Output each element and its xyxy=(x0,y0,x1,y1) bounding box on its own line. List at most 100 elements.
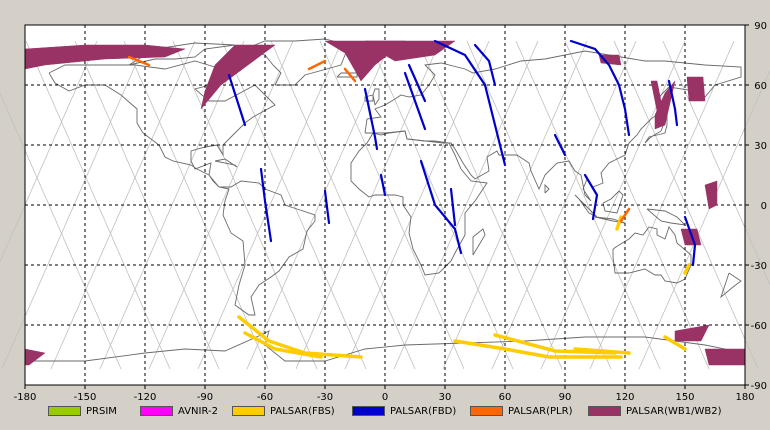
lon-label-10: 120 xyxy=(615,392,634,400)
coastline-16 xyxy=(544,183,550,194)
legend-item-palsar-fbs: PALSAR(FBS) xyxy=(232,404,335,418)
swath-fbd-4 xyxy=(379,173,387,197)
coastline-10 xyxy=(644,114,668,144)
legend-label-palsar-fbd: PALSAR(FBD) xyxy=(390,405,457,417)
swath-wb-7 xyxy=(650,80,666,122)
swath-wb-11 xyxy=(704,348,746,366)
observation-swaths xyxy=(24,39,746,366)
swath-fbd-7 xyxy=(419,159,463,255)
world-coverage-map: -180 -150 -120 -90 -60 -30 0 30 60 90 120 150 180 90… xyxy=(0,21,770,403)
swath-fbd-13 xyxy=(583,173,599,221)
legend-swatch-palsar-fbs xyxy=(232,406,265,416)
legend-item-avnir2: AVNIR-2 xyxy=(140,404,218,418)
legend-item-prism: PRSIM xyxy=(48,404,117,418)
swath-wb-1 xyxy=(200,44,276,110)
swath-fbs-0 xyxy=(237,315,363,359)
swath-fbd-11 xyxy=(569,39,631,137)
coastline-8 xyxy=(602,190,624,214)
swath-wb-8 xyxy=(704,180,718,210)
legend-label-palsar-fbs: PALSAR(FBS) xyxy=(270,405,335,417)
swath-fbd-6 xyxy=(407,63,427,103)
swath-fbs-3 xyxy=(493,333,617,355)
legend-label-avnir2: AVNIR-2 xyxy=(178,405,218,417)
lat-label-0: 90 xyxy=(754,21,767,32)
swath-fbs-4 xyxy=(573,347,631,355)
coastline-3 xyxy=(612,226,692,284)
orbit-track-desc-10 xyxy=(466,40,612,370)
legend-label-prism: PRSIM xyxy=(86,405,117,417)
swath-fbd-2 xyxy=(323,189,331,225)
legend-item-palsar-plr: PALSAR(PLR) xyxy=(470,404,572,418)
swath-fbd-14 xyxy=(667,79,679,127)
lat-label-5: -60 xyxy=(751,321,767,332)
legend-swatch-prism xyxy=(48,406,81,416)
swath-fbd-3 xyxy=(363,87,379,151)
swath-wb-10 xyxy=(674,324,710,342)
coastline-2 xyxy=(350,130,488,276)
swath-fbs-6 xyxy=(615,215,623,231)
coastline-12 xyxy=(364,94,374,102)
axis-ticks xyxy=(24,24,749,389)
swath-fbs-7 xyxy=(683,263,691,275)
legend-item-palsar-fbd: PALSAR(FBD) xyxy=(352,404,456,418)
swath-fbd-9 xyxy=(433,39,507,167)
swath-fbd-0 xyxy=(227,73,247,127)
swath-fbd-1 xyxy=(259,167,273,243)
lon-label-11: 150 xyxy=(675,392,694,400)
orbit-track-desc-11 xyxy=(515,40,661,370)
swath-fbs-1 xyxy=(243,331,323,359)
legend-item-palsar-wb: PALSAR(WB1/WB2) xyxy=(588,404,722,418)
orbit-track-11 xyxy=(491,40,637,370)
orbit-track-10 xyxy=(442,40,588,370)
lon-label-3: -90 xyxy=(197,392,213,400)
lon-label-7: 30 xyxy=(439,392,452,400)
swath-plr-0 xyxy=(127,55,151,67)
orbit-track-4 xyxy=(148,40,294,370)
swath-fbd-10 xyxy=(473,43,497,87)
lon-label-9: 90 xyxy=(559,392,572,400)
legend-swatch-palsar-fbd xyxy=(352,406,385,416)
swath-wb-5 xyxy=(598,54,622,66)
legend-swatch-palsar-wb xyxy=(588,406,621,416)
lat-lon-grid xyxy=(25,25,745,385)
legend-label-palsar-wb: PALSAR(WB1/WB2) xyxy=(626,405,722,417)
coastline-15 xyxy=(720,272,742,299)
lon-label-4: -60 xyxy=(257,392,273,400)
swath-wb-3 xyxy=(364,40,456,62)
longitude-labels: -180 -150 -120 -90 -60 -30 0 30 60 90 120 150 180 xyxy=(14,392,755,403)
swath-wb-6 xyxy=(686,76,706,102)
legend: PRSIM AVNIR-2 PALSAR(FBS) PALSAR(FBD) PA… xyxy=(0,400,770,422)
lon-label-1: -150 xyxy=(74,392,97,400)
orbit-track-desc-4 xyxy=(172,40,318,370)
coastline-0 xyxy=(48,60,316,316)
orbit-track-5 xyxy=(197,40,343,370)
lat-label-4: -30 xyxy=(751,261,767,272)
swath-fbd-8 xyxy=(449,187,457,227)
legend-label-palsar-plr: PALSAR(PLR) xyxy=(508,405,573,417)
lon-label-0: -180 xyxy=(14,392,37,400)
swath-plr-3 xyxy=(619,207,631,223)
swath-plr-1 xyxy=(307,59,327,71)
coastline-4 xyxy=(243,38,350,86)
swath-fbs-2 xyxy=(453,339,623,359)
lat-label-3: 0 xyxy=(761,201,767,212)
swath-fbs-5 xyxy=(663,335,687,351)
swath-fbd-12 xyxy=(553,133,567,157)
lon-label-5: -30 xyxy=(317,392,333,400)
coastline-1 xyxy=(364,50,742,202)
lat-label-6: -90 xyxy=(751,381,767,392)
legend-swatch-avnir2 xyxy=(140,406,173,416)
lat-label-1: 60 xyxy=(754,81,767,92)
lon-label-6: 0 xyxy=(382,392,388,400)
swath-fbd-5 xyxy=(403,71,427,131)
lon-label-12: 180 xyxy=(735,392,754,400)
lon-label-8: 60 xyxy=(499,392,512,400)
lon-label-2: -120 xyxy=(134,392,157,400)
latitude-labels: 90 60 30 0 -30 -60 -90 xyxy=(751,21,767,392)
coastline-14 xyxy=(472,228,486,256)
swath-fbd-15 xyxy=(683,215,697,267)
coastline-17 xyxy=(214,158,238,168)
swath-wb-0 xyxy=(24,44,186,70)
swath-plr-2 xyxy=(343,67,357,83)
